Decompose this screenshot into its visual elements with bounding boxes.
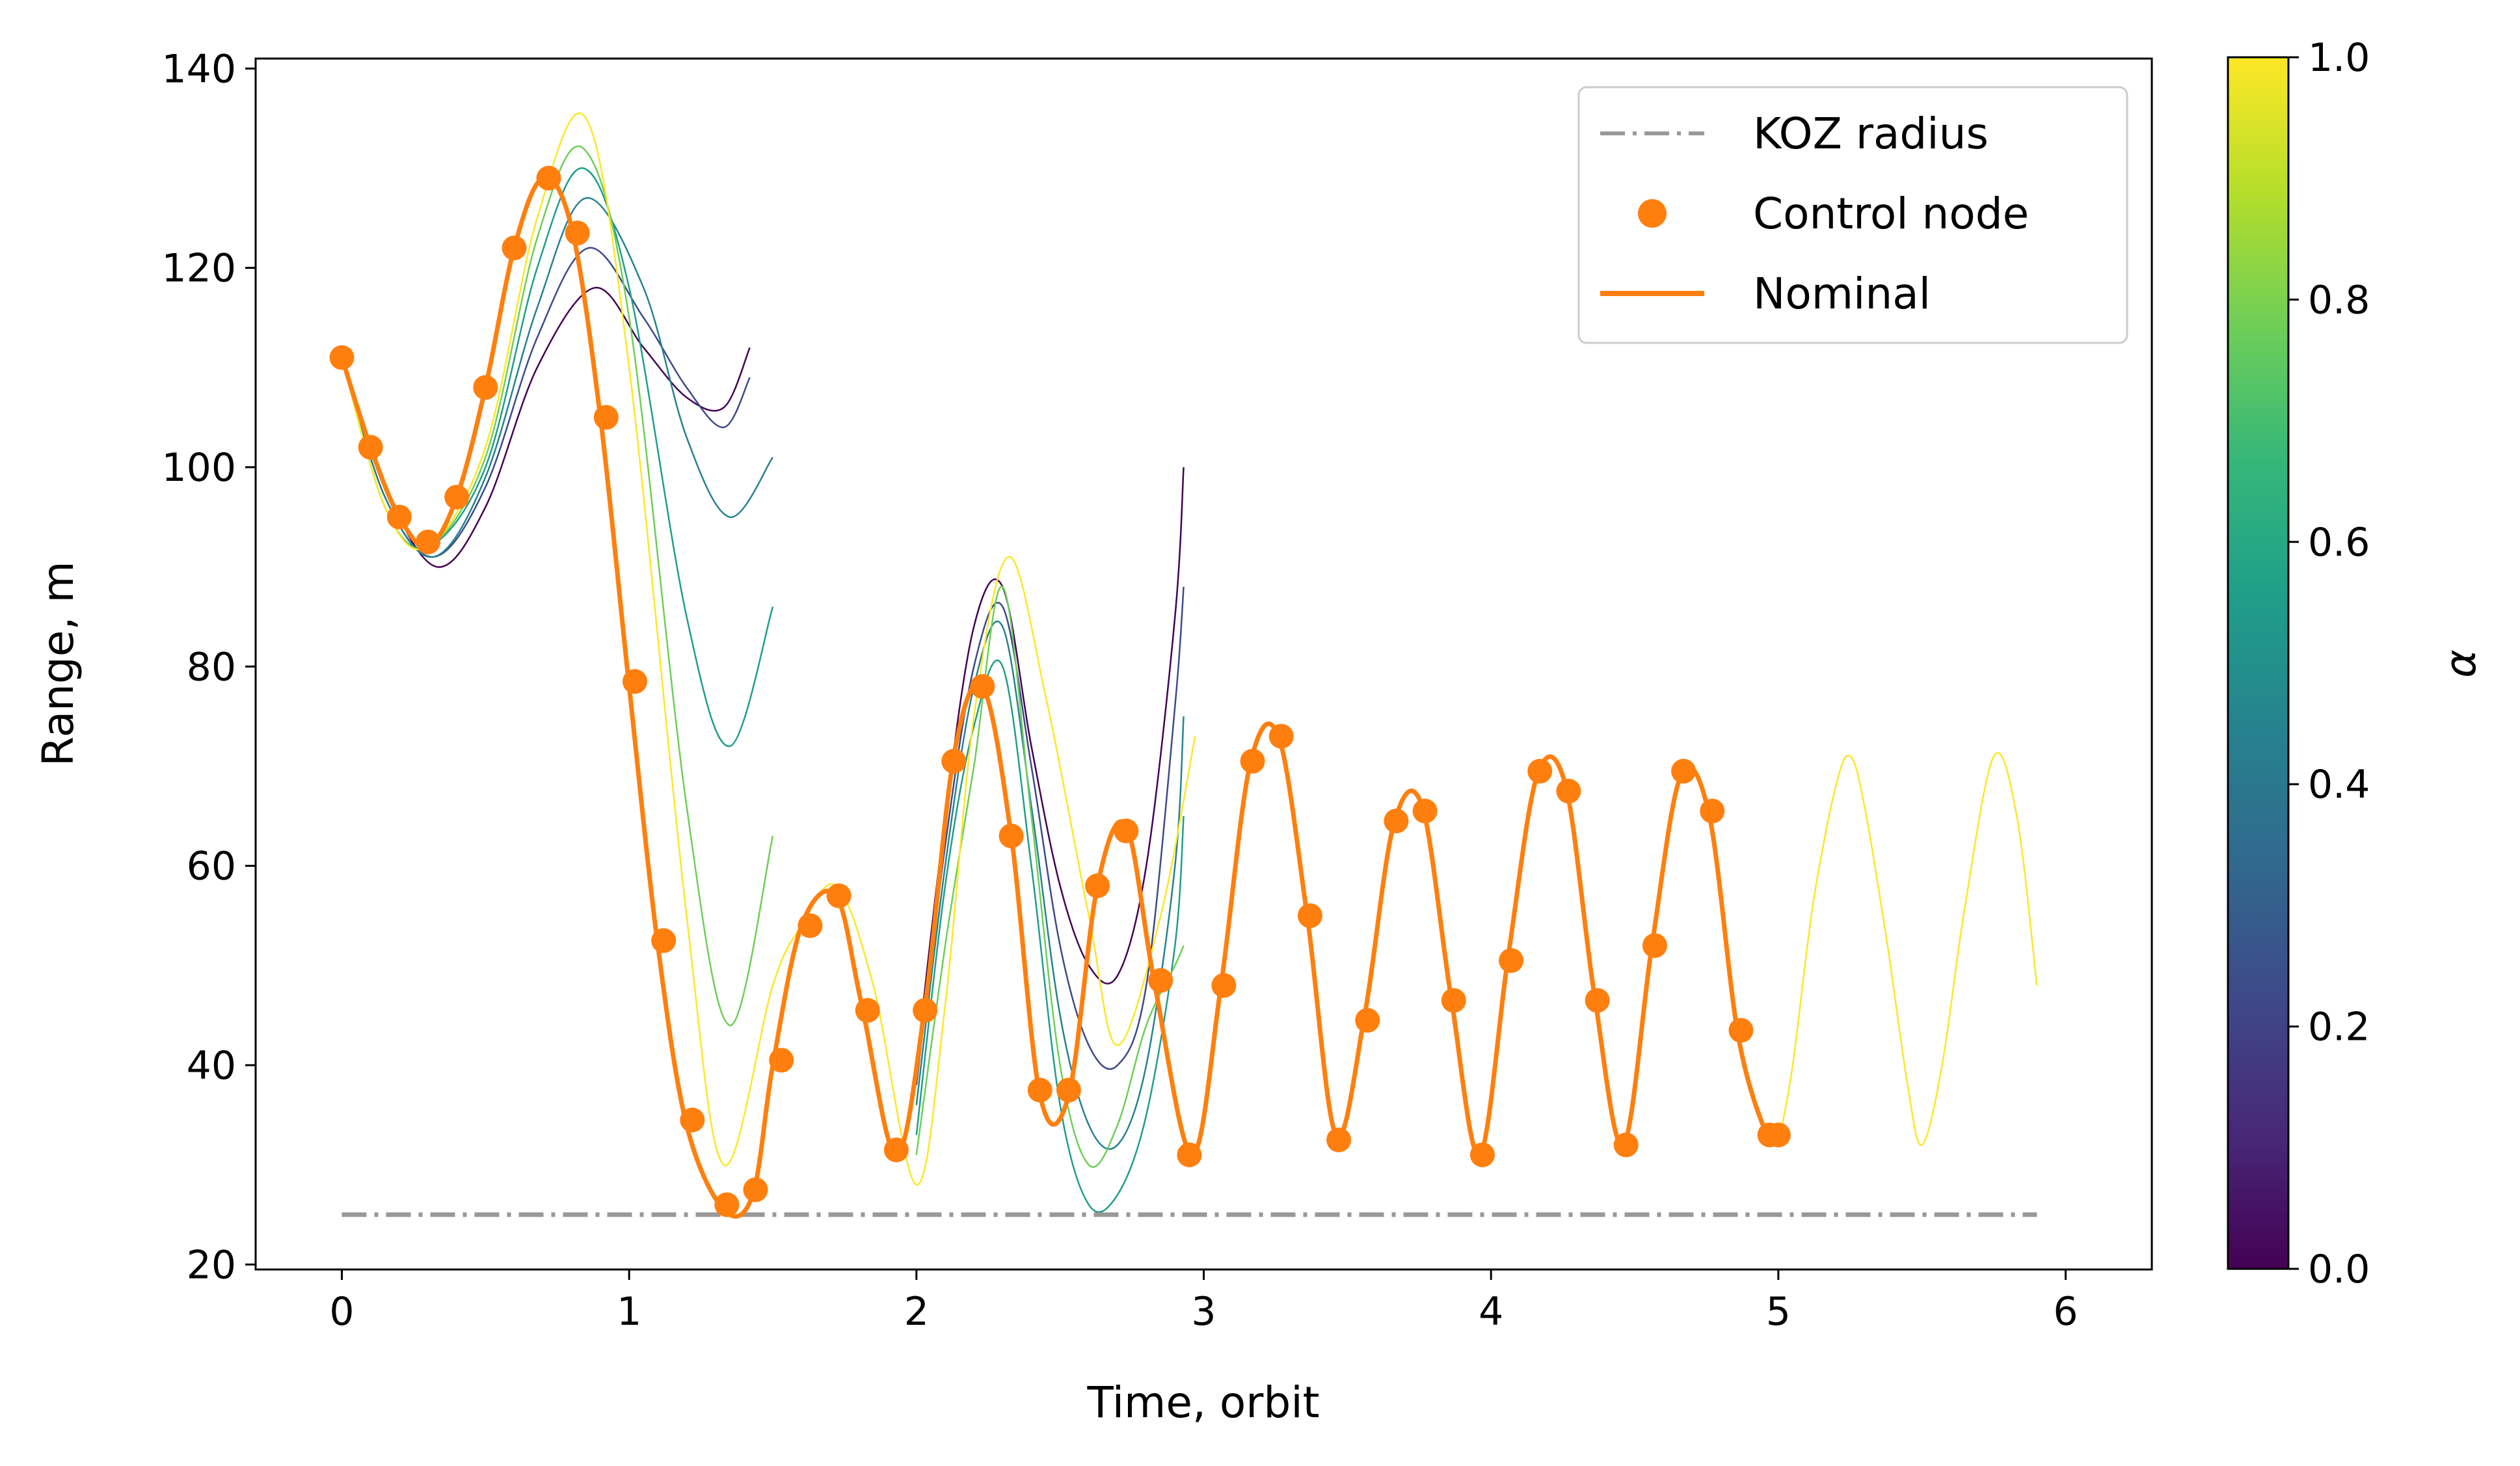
- control-node-point: [1527, 759, 1553, 784]
- x-tick-label: 2: [904, 1289, 929, 1335]
- control-node-point: [970, 673, 995, 699]
- control-node-point: [1268, 724, 1294, 749]
- control-node-point: [1642, 933, 1667, 958]
- y-tick-label: 120: [161, 246, 236, 292]
- y-tick-label: 80: [187, 644, 236, 690]
- control-node-point: [358, 435, 383, 460]
- x-axis-ticks: 0 1 2 3 4 5 6: [329, 1269, 2078, 1335]
- legend: KOZ radius Control node Nominal: [1577, 86, 2128, 344]
- colorbar-tick-label: 1.0: [2308, 35, 2370, 81]
- alpha-trajectory-1-seg-1: [915, 586, 1185, 1085]
- colorbar-tick-label: 0.6: [2308, 520, 2370, 565]
- control-node-point: [1326, 1127, 1352, 1152]
- nominal-layer: [340, 175, 1781, 1219]
- control-node-point: [565, 221, 590, 246]
- x-tick-label: 0: [329, 1289, 354, 1335]
- control-nodes-layer: [329, 165, 1791, 1217]
- x-tick-label: 5: [1766, 1289, 1791, 1335]
- y-tick-label: 140: [161, 46, 236, 92]
- control-node-point: [536, 165, 561, 191]
- colorbar-gradient: [2227, 56, 2290, 1270]
- legend-nominal-label: Nominal: [1753, 269, 1931, 319]
- control-node-point: [913, 998, 938, 1023]
- x-axis-label: Time, orbit: [1086, 1378, 1319, 1428]
- colorbar-tick-label: 0.8: [2308, 277, 2370, 323]
- alpha-trajectory-5-seg-1: [1777, 752, 2038, 1146]
- control-node-point: [416, 529, 440, 554]
- legend-node-label: Control node: [1753, 189, 2029, 239]
- control-node-point: [1671, 759, 1696, 784]
- control-node-point: [1056, 1078, 1081, 1103]
- legend-koz-label: KOZ radius: [1753, 109, 1989, 159]
- y-tick-label: 100: [161, 445, 236, 491]
- control-node-point: [623, 669, 647, 694]
- control-node-point: [593, 405, 619, 430]
- control-node-point: [941, 748, 967, 774]
- control-node-point: [1700, 798, 1725, 824]
- control-node-point: [1211, 973, 1237, 998]
- colorbar-tick-label: 0.0: [2308, 1247, 2370, 1292]
- alpha-trajectory-3-seg-1: [915, 659, 1185, 1214]
- control-node-point: [1585, 988, 1610, 1013]
- y-tick-label: 40: [187, 1043, 236, 1089]
- legend-box: [1577, 86, 2128, 344]
- control-node-point: [1499, 948, 1524, 973]
- control-node-point: [1384, 808, 1409, 834]
- control-node-point: [1765, 1122, 1791, 1148]
- legend-node-swatch: [1638, 199, 1667, 228]
- colorbar: 0.0 0.2 0.4 0.6 0.8 1.0 α: [2227, 35, 2486, 1292]
- control-node-point: [386, 504, 412, 530]
- control-node-point: [680, 1107, 705, 1133]
- control-node-point: [743, 1177, 768, 1202]
- control-node-point: [1177, 1142, 1202, 1167]
- control-node-point: [798, 913, 823, 938]
- control-node-point: [1613, 1132, 1639, 1158]
- x-tick-label: 1: [617, 1289, 641, 1335]
- control-node-point: [855, 998, 880, 1023]
- y-axis-ticks: 20 40 60 80 100 120 140: [161, 46, 256, 1288]
- control-node-point: [329, 345, 355, 370]
- control-node-point: [444, 484, 470, 509]
- y-tick-label: 20: [187, 1242, 236, 1288]
- colorbar-tick-label: 0.4: [2308, 762, 2370, 808]
- colorbar-ticks: 0.0 0.2 0.4 0.6 0.8 1.0: [2288, 35, 2370, 1292]
- control-node-point: [1441, 988, 1466, 1013]
- x-tick-label: 3: [1191, 1289, 1216, 1335]
- control-node-point: [1027, 1078, 1052, 1103]
- colorbar-label: α: [2435, 649, 2486, 678]
- control-node-point: [883, 1137, 909, 1163]
- control-node-point: [999, 823, 1024, 848]
- control-node-point: [1469, 1142, 1495, 1167]
- control-node-point: [1728, 1018, 1754, 1043]
- x-tick-label: 4: [1479, 1289, 1503, 1335]
- y-axis-label: Range, m: [33, 561, 83, 766]
- y-tick-label: 60: [187, 844, 236, 889]
- colorbar-tick-label: 0.2: [2308, 1005, 2370, 1050]
- nominal-line: [340, 175, 1781, 1219]
- control-node-point: [1148, 968, 1173, 993]
- control-node-point: [826, 883, 851, 908]
- x-tick-label: 6: [2053, 1289, 2078, 1335]
- control-node-point: [769, 1048, 794, 1073]
- alpha-trajectory-2-seg-0: [341, 197, 774, 558]
- control-node-point: [1556, 778, 1581, 804]
- control-node-point: [473, 375, 498, 400]
- control-node-point: [502, 236, 527, 261]
- control-node-point: [1114, 819, 1139, 844]
- control-node-point: [1240, 748, 1265, 774]
- control-node-point: [651, 928, 677, 953]
- control-node-point: [1355, 1008, 1380, 1033]
- control-node-point: [1412, 798, 1438, 824]
- control-node-point: [714, 1192, 740, 1217]
- alpha-trajectory-4-seg-1: [915, 586, 1185, 1168]
- control-node-point: [1297, 903, 1322, 929]
- control-node-point: [1085, 873, 1110, 899]
